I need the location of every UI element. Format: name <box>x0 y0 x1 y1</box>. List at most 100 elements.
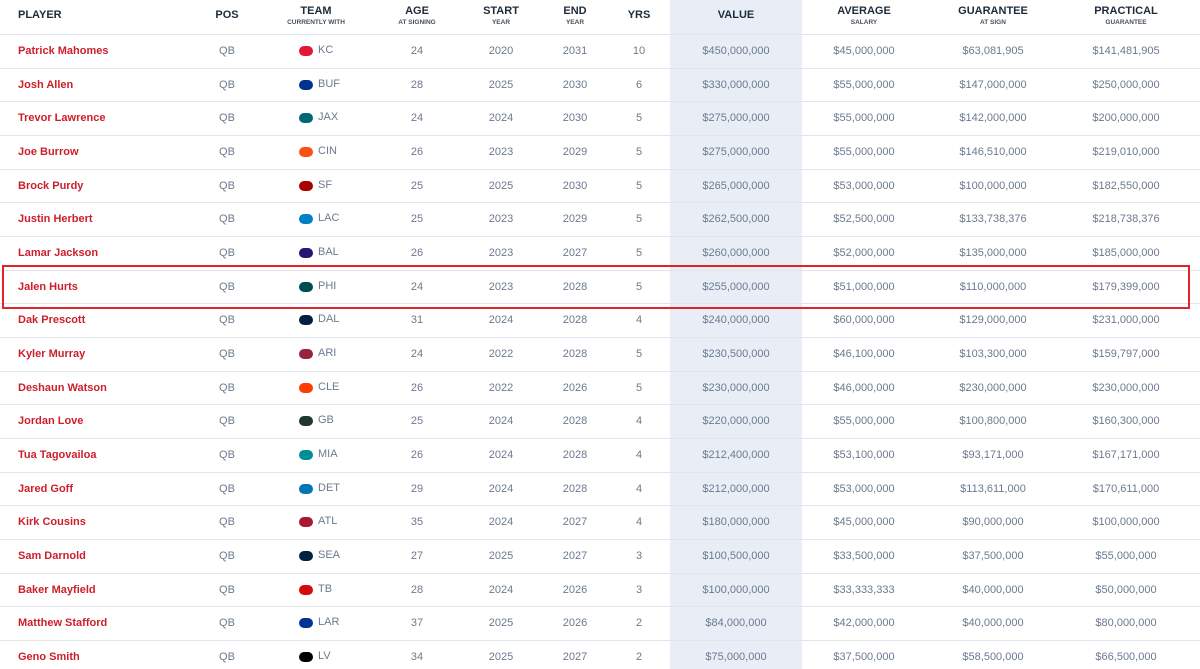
column-header: AVERAGE <box>837 5 891 17</box>
cell-value: 2027 <box>562 549 588 562</box>
cell-value: 5 <box>635 179 643 192</box>
row-line <box>0 640 1200 642</box>
cell-value: 37 <box>410 617 424 630</box>
cell-value: $60,000,000 <box>833 314 895 327</box>
team-abbr: ARI <box>318 346 337 359</box>
column-subheader: YEAR <box>491 19 511 26</box>
cell-value: 2026 <box>562 381 588 394</box>
cell-value: 2025 <box>488 617 514 630</box>
cell-value: $265,000,000 <box>702 179 770 192</box>
row-line <box>0 135 1200 136</box>
row-line <box>0 303 1200 305</box>
team-logo <box>299 348 313 359</box>
cell-value: $51,000,000 <box>833 280 895 293</box>
cell-value: $180,000,000 <box>702 516 770 529</box>
cell-value: $100,000,000 <box>959 179 1027 192</box>
cell-value: 10 <box>632 44 646 57</box>
cell-value: $63,081,905 <box>962 44 1024 57</box>
cell-value: $33,333,333 <box>833 583 895 596</box>
column-header: PRACTICAL <box>1094 5 1158 17</box>
cell-value: $55,000,000 <box>833 112 895 125</box>
player-name: Jared Goff <box>18 482 74 495</box>
cell-value: $219,010,000 <box>1092 145 1160 158</box>
cell-value: 27 <box>410 549 424 562</box>
team-abbr: DAL <box>318 313 340 326</box>
cell-value: $260,000,000 <box>702 246 770 259</box>
player-name: Kirk Cousins <box>18 516 86 529</box>
cell-value: $129,000,000 <box>959 314 1027 327</box>
column-header: PLAYER <box>18 9 62 21</box>
cell-value: 24 <box>410 44 424 57</box>
player-name: Baker Mayfield <box>18 583 96 596</box>
cell-value: $275,000,000 <box>702 145 770 158</box>
cell-value: 2031 <box>562 44 588 57</box>
cell-value: $240,000,000 <box>702 314 770 327</box>
row-line <box>0 202 1200 204</box>
cell-value: 2025 <box>488 78 514 91</box>
cell-value: QB <box>219 246 235 259</box>
row-line <box>0 168 1200 170</box>
cell-value: QB <box>219 145 235 158</box>
cell-value: 2024 <box>488 448 514 461</box>
cell-value: QB <box>219 44 235 57</box>
team-abbr: ATL <box>318 515 338 528</box>
cell-value: 26 <box>410 381 424 394</box>
cell-value: 4 <box>635 482 643 495</box>
cell-value: QB <box>219 347 235 360</box>
row-line <box>0 269 1200 271</box>
player-name: Trevor Lawrence <box>18 112 106 125</box>
cell-value: $55,000,000 <box>833 145 895 158</box>
row-line <box>0 539 1200 541</box>
cell-value: QB <box>219 650 235 663</box>
cell-value: $45,000,000 <box>833 44 895 57</box>
column-header: POS <box>215 9 239 21</box>
cell-value: 4 <box>635 314 643 327</box>
column-header: VALUE <box>717 9 755 21</box>
row-line <box>0 572 1200 574</box>
team-abbr: BUF <box>318 77 340 90</box>
row-line <box>0 67 1200 69</box>
cell-value: $141,481,905 <box>1092 44 1160 57</box>
cell-value: $55,000,000 <box>833 78 895 91</box>
cell-value: $100,800,000 <box>959 415 1027 428</box>
team-abbr: PHI <box>318 279 337 292</box>
cell-value: $450,000,000 <box>702 44 770 57</box>
team-logo <box>299 517 313 528</box>
team-logo <box>299 584 313 595</box>
cell-value: 4 <box>635 516 643 529</box>
cell-value: $46,000,000 <box>833 381 895 394</box>
cell-value: $135,000,000 <box>959 246 1027 259</box>
cell-value: QB <box>219 617 235 630</box>
cell-value: 24 <box>410 112 424 125</box>
cell-value: 28 <box>410 583 424 596</box>
cell-value: 2024 <box>488 415 514 428</box>
cell-value: $66,500,000 <box>1095 650 1157 663</box>
row-line <box>0 404 1200 406</box>
cell-value: 25 <box>410 415 424 428</box>
cell-value: QB <box>219 482 235 495</box>
team-abbr: LV <box>318 649 331 662</box>
player-name: Josh Allen <box>18 78 74 91</box>
cell-value: QB <box>219 179 235 192</box>
team-abbr: MIA <box>318 447 338 460</box>
team-logo <box>299 651 313 662</box>
cell-value: $100,000,000 <box>1092 516 1160 529</box>
row-line <box>0 471 1200 473</box>
player-name: Brock Purdy <box>18 179 84 192</box>
team-abbr: CLE <box>318 380 340 393</box>
team-logo <box>299 618 313 629</box>
team-abbr: JAX <box>318 111 339 124</box>
cell-value: 2026 <box>562 583 588 596</box>
cell-value: 2028 <box>562 415 588 428</box>
cell-value: 26 <box>410 246 424 259</box>
cell-value: 2024 <box>488 516 514 529</box>
column-header: START <box>483 5 519 17</box>
cell-value: 2029 <box>562 145 588 158</box>
cell-value: 4 <box>635 448 643 461</box>
cell-value: $75,000,000 <box>705 650 767 663</box>
value-column-band <box>670 0 802 669</box>
team-logo <box>299 146 313 157</box>
team-logo <box>299 382 313 393</box>
cell-value: $220,000,000 <box>702 415 770 428</box>
cell-value: 2 <box>635 617 643 630</box>
